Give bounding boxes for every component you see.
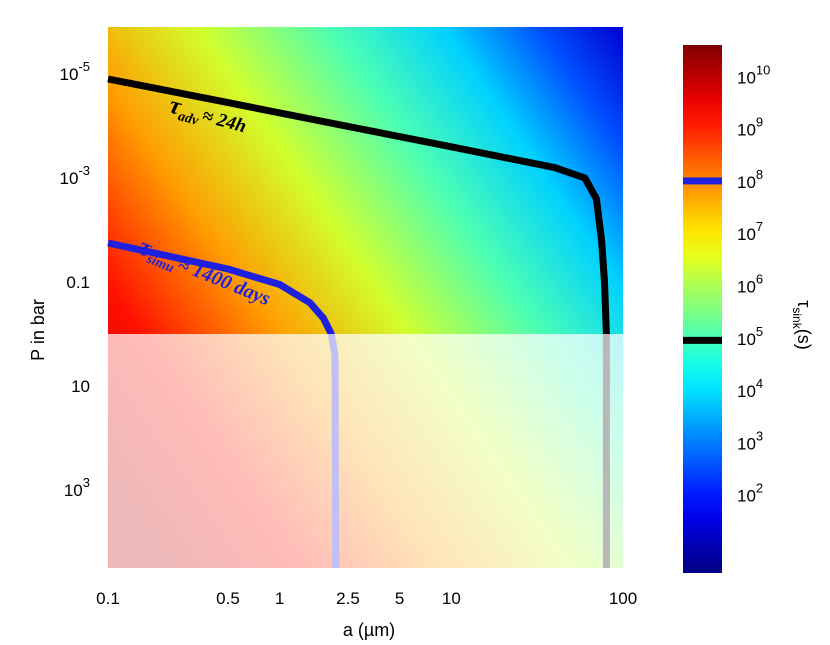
colorbar-tick-label: 107: [737, 219, 763, 244]
y-tick-label: 0.1: [66, 273, 90, 292]
x-tick-label: 1: [275, 589, 284, 608]
colorbar-tick-label: 106: [737, 271, 763, 296]
y-axis-label: P in bar: [28, 299, 48, 361]
contour-tau-adv: [107, 75, 610, 568]
y-tick-label: 103: [64, 475, 90, 500]
colorbar-tick-label: 102: [737, 481, 763, 506]
x-tick-label: 0.1: [96, 589, 120, 608]
colorbar-marker-2: [683, 336, 722, 344]
y-tick-label: 10-5: [60, 59, 90, 84]
colorbar-gradient: [683, 45, 722, 573]
colorbar-tick-label: 108: [737, 167, 763, 192]
y-axis: 10-5 10-3 0.1 10 103: [60, 59, 90, 500]
x-axis: 0.1 0.5 1 2.5 5 10 100: [96, 589, 637, 608]
colorbar-marker-1: [683, 177, 722, 185]
x-axis-label: a (µm): [343, 620, 395, 640]
y-tick-label: 10: [71, 377, 90, 396]
colorbar-label: τsink(s): [790, 300, 814, 349]
colorbar-tick-label: 1010: [737, 62, 770, 87]
colorbar-tick-label: 109: [737, 115, 763, 140]
x-tick-label: 100: [609, 589, 637, 608]
shaded-region: [108, 333, 623, 568]
y-tick-label: 10-3: [60, 163, 90, 188]
x-tick-label: 5: [395, 589, 404, 608]
colorbar-tick-label: 105: [737, 324, 763, 349]
heatmap-plot-area: [107, 27, 623, 569]
x-tick-label: 10: [442, 589, 461, 608]
colorbar: 1010 109 108 107 106 105 104 103 102: [683, 45, 770, 573]
colorbar-tick-label: 103: [737, 428, 763, 453]
x-tick-label: 2.5: [336, 589, 360, 608]
x-tick-label: 0.5: [216, 589, 240, 608]
colorbar-tick-label: 104: [737, 376, 763, 401]
